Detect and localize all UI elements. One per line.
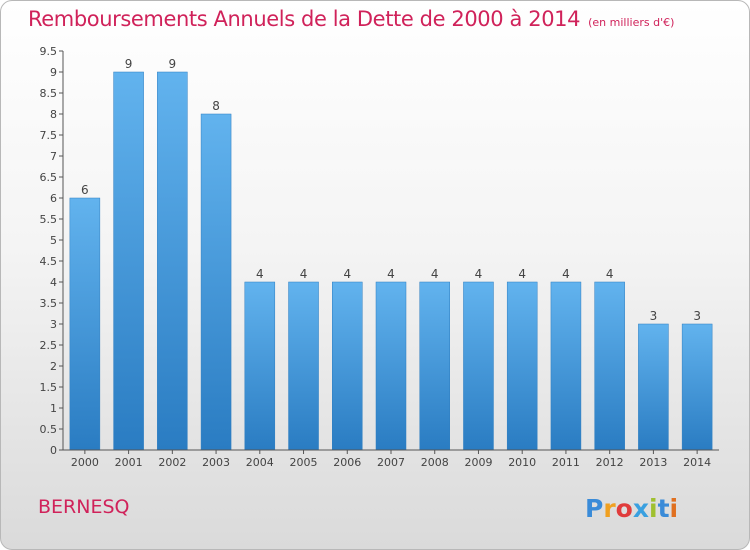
- bar-value-label: 4: [475, 267, 483, 281]
- y-tick-label: 2.5: [40, 339, 58, 352]
- place-name: BERNESQ: [38, 496, 130, 518]
- y-tick-label: 5: [50, 234, 57, 247]
- x-tick-label: 2000: [71, 456, 99, 469]
- y-tick-label: 2: [50, 360, 57, 373]
- x-tick-label: 2012: [596, 456, 624, 469]
- bar: [157, 71, 188, 451]
- y-tick-label: 9: [50, 66, 57, 79]
- chart-header: Remboursements Annuels de la Dette de 20…: [28, 7, 674, 31]
- bar-value-label: 9: [169, 57, 177, 71]
- bars-layer: 6 9 9 8 4 4 4 4 4 4 4 4 4 3 3: [69, 57, 713, 451]
- y-tick-label: 0.5: [40, 423, 58, 436]
- x-tick-label: 2001: [115, 456, 143, 469]
- y-tick-label: 1: [50, 402, 57, 415]
- bar: [681, 323, 713, 451]
- y-tick-label: 8.5: [40, 87, 58, 100]
- y-tick-label: 1.5: [40, 381, 58, 394]
- y-tick-label: 0: [50, 444, 57, 457]
- bar: [463, 281, 494, 451]
- y-tick-label: 4: [50, 276, 57, 289]
- bar-value-label: 3: [693, 309, 701, 323]
- x-tick-label: 2011: [552, 456, 580, 469]
- chart-unit-label: (en milliers d'€): [588, 16, 675, 29]
- y-tick-label: 7.5: [40, 129, 58, 142]
- bar-value-label: 3: [650, 309, 658, 323]
- bar-value-label: 8: [212, 99, 220, 113]
- bar: [69, 197, 101, 451]
- bar: [594, 281, 625, 451]
- bar-value-label: 4: [518, 267, 526, 281]
- y-tick-label: 8: [50, 108, 57, 121]
- y-tick-label: 5.5: [40, 213, 58, 226]
- x-tick-label: 2007: [377, 456, 405, 469]
- x-tick-label: 2002: [158, 456, 186, 469]
- x-tick-label: 2008: [421, 456, 449, 469]
- chart-title: Remboursements Annuels de la Dette de 20…: [28, 7, 581, 31]
- bar-value-label: 4: [300, 267, 308, 281]
- bar-value-label: 4: [387, 267, 395, 281]
- bar: [113, 71, 144, 451]
- bar: [200, 113, 232, 451]
- y-tick-label: 6: [50, 192, 57, 205]
- svg-text:Proxiti: Proxiti: [585, 494, 678, 523]
- x-tick-label: 2006: [333, 456, 361, 469]
- bar-value-label: 6: [81, 183, 89, 197]
- bar: [550, 281, 582, 451]
- bar: [419, 281, 450, 451]
- y-tick-label: 7: [50, 150, 57, 163]
- y-tick-label: 6.5: [40, 171, 58, 184]
- x-tick-label: 2003: [202, 456, 230, 469]
- bar: [638, 323, 669, 451]
- x-tick-label: 2005: [290, 456, 318, 469]
- bar: [288, 281, 319, 451]
- y-tick-label: 9.5: [40, 45, 58, 58]
- y-tick-label: 4.5: [40, 255, 58, 268]
- bar-value-label: 4: [431, 267, 439, 281]
- bar-value-label: 4: [343, 267, 351, 281]
- proxiti-logo[interactable]: Proxiti: [583, 491, 693, 525]
- axes-layer: 0 0.5 1 1.5 2 2.5 3 3.5 4 4.5 5 5.5 6 6.5 7 7.5 8 8.5 9 9.5…: [40, 45, 719, 469]
- x-tick-label: 2013: [639, 456, 667, 469]
- x-tick-label: 2010: [508, 456, 536, 469]
- bar: [375, 281, 407, 451]
- bar: [332, 281, 363, 451]
- bar: [244, 281, 276, 451]
- x-tick-label: 2004: [246, 456, 274, 469]
- y-tick-label: 3: [50, 318, 57, 331]
- bar-value-label: 4: [256, 267, 264, 281]
- bar: [506, 281, 538, 451]
- x-tick-label: 2009: [464, 456, 492, 469]
- bar-value-label: 4: [562, 267, 570, 281]
- bar-value-label: 9: [125, 57, 133, 71]
- y-tick-label: 3.5: [40, 297, 58, 310]
- x-tick-label: 2014: [683, 456, 711, 469]
- bar-value-label: 4: [606, 267, 614, 281]
